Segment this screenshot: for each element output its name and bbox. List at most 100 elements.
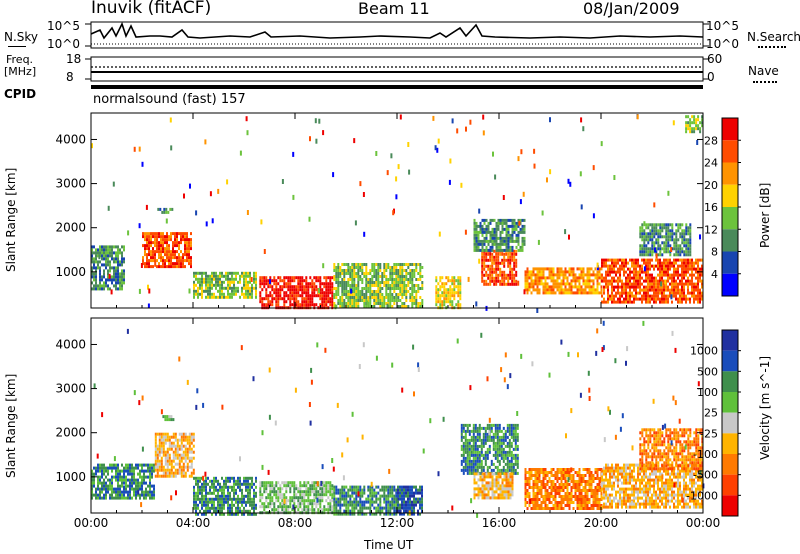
data-cell xyxy=(333,494,336,498)
data-cell xyxy=(689,264,691,268)
data-cell xyxy=(190,238,192,242)
data-cell xyxy=(611,264,613,268)
data-cell xyxy=(311,481,314,485)
data-cell xyxy=(166,235,168,239)
data-cell xyxy=(289,502,292,506)
data-cell xyxy=(182,474,185,478)
data-cell xyxy=(367,494,370,498)
data-cell xyxy=(231,488,233,492)
data-cell xyxy=(269,481,272,485)
data-cell xyxy=(687,127,690,131)
data-cell xyxy=(121,478,123,482)
data-cell xyxy=(695,267,697,271)
data-cell xyxy=(609,294,611,298)
data-cell xyxy=(507,245,510,249)
data-cell xyxy=(663,288,665,292)
data-cell xyxy=(584,273,587,277)
data-cell xyxy=(403,500,405,504)
data-cell xyxy=(281,279,284,283)
data-cell xyxy=(681,223,684,227)
data-cell xyxy=(145,463,147,467)
data-cell xyxy=(691,279,693,283)
echo-cell xyxy=(582,126,585,132)
data-cell xyxy=(221,509,223,513)
data-cell xyxy=(207,497,209,501)
data-cell xyxy=(329,285,332,289)
data-cell xyxy=(540,276,543,280)
data-cell xyxy=(497,261,500,265)
data-cell xyxy=(625,270,627,274)
data-cell xyxy=(411,485,413,489)
data-cell xyxy=(507,261,510,265)
data-cell xyxy=(215,485,217,489)
data-cell xyxy=(564,270,567,274)
data-cell xyxy=(339,302,342,305)
data-cell xyxy=(373,263,376,266)
data-cell xyxy=(598,276,601,280)
data-cell xyxy=(578,288,581,292)
echo-cell xyxy=(239,150,242,156)
data-cell xyxy=(487,227,490,231)
data-cell xyxy=(383,302,386,305)
data-cell xyxy=(375,509,378,513)
data-cell xyxy=(227,506,229,510)
data-cell xyxy=(481,218,484,222)
nsky-legend-line xyxy=(8,46,26,47)
data-cell xyxy=(464,456,467,460)
data-cell xyxy=(441,276,444,280)
data-cell xyxy=(464,435,467,439)
data-cell xyxy=(445,282,448,286)
data-cell xyxy=(353,506,356,510)
data-cell xyxy=(283,484,286,488)
data-cell xyxy=(245,479,247,483)
echo-cell xyxy=(138,288,141,294)
data-cell xyxy=(347,263,350,266)
data-cell xyxy=(275,303,278,307)
data-cell xyxy=(582,273,585,277)
data-cell xyxy=(166,232,168,236)
data-cell xyxy=(148,259,150,263)
data-cell xyxy=(167,210,170,214)
data-cell xyxy=(415,290,418,293)
data-cell xyxy=(347,278,350,281)
data-cell xyxy=(207,277,209,281)
data-cell xyxy=(176,235,178,239)
data-cell xyxy=(546,282,549,286)
data-cell xyxy=(659,235,662,239)
data-cell xyxy=(377,290,380,293)
data-cell xyxy=(353,287,356,290)
data-cell xyxy=(225,271,227,275)
data-cell xyxy=(659,300,661,304)
echo-cell xyxy=(292,151,295,157)
data-cell xyxy=(592,285,595,289)
data-cell xyxy=(379,506,382,510)
data-cell xyxy=(685,226,688,230)
data-cell xyxy=(568,288,571,292)
data-cell xyxy=(327,294,330,298)
data-cell xyxy=(389,305,392,308)
data-cell xyxy=(393,503,396,507)
data-cell xyxy=(493,279,496,283)
data-cell xyxy=(485,270,488,274)
data-cell xyxy=(505,239,508,243)
data-cell xyxy=(453,276,456,280)
data-cell xyxy=(217,488,219,492)
data-cell xyxy=(153,484,155,488)
data-cell xyxy=(365,290,368,293)
data-cell xyxy=(119,278,121,282)
data-cell xyxy=(515,221,518,225)
data-cell xyxy=(509,258,512,262)
data-cell xyxy=(397,275,400,278)
data-cell xyxy=(473,236,476,240)
data-cell xyxy=(319,282,322,286)
data-region xyxy=(460,423,519,475)
data-cell xyxy=(643,244,646,248)
data-cell xyxy=(241,494,243,498)
data-cell xyxy=(158,441,161,445)
data-cell xyxy=(653,276,655,280)
echo-cell xyxy=(523,289,526,295)
data-cell xyxy=(277,288,280,292)
data-cell xyxy=(584,279,587,283)
data-cell xyxy=(495,252,498,256)
data-cell xyxy=(123,278,125,282)
